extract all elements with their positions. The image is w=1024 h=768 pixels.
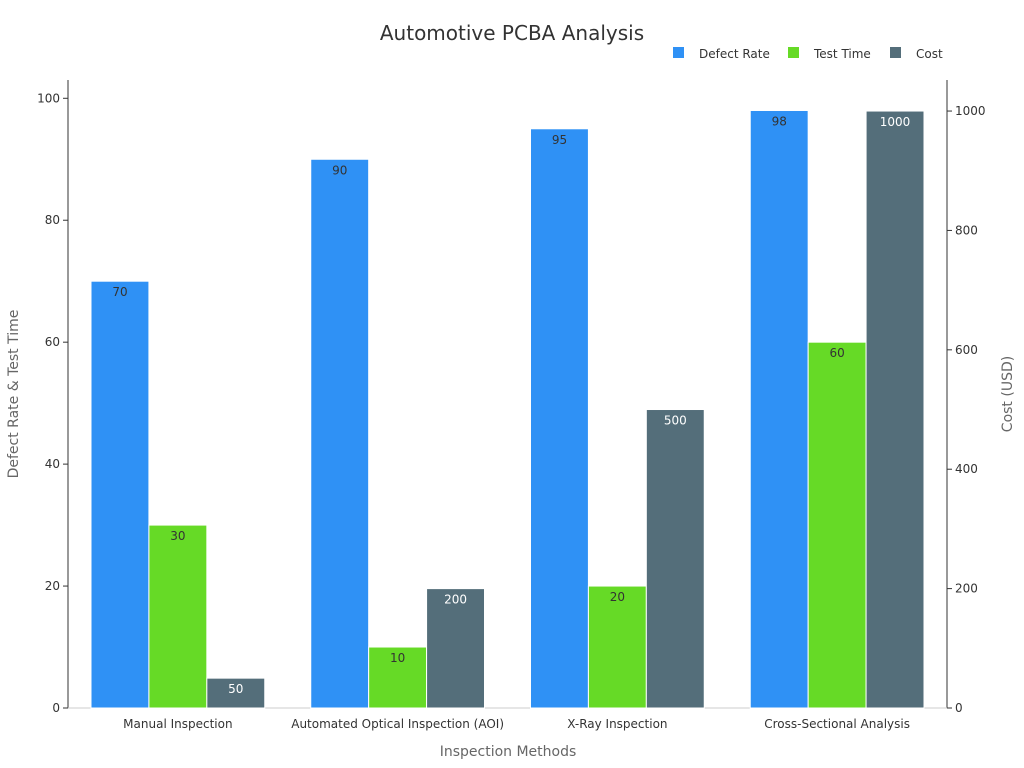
- bar-value-label: 60: [829, 346, 844, 360]
- bar-test-time: [807, 341, 867, 709]
- left-tick-label: 0: [52, 701, 60, 715]
- left-tick-label: 60: [45, 335, 60, 349]
- bar-value-label: 90: [332, 163, 347, 177]
- y2-axis-label: Cost (USD): [1000, 356, 1016, 432]
- legend-swatch: [788, 47, 799, 58]
- bar-value-label: 95: [552, 133, 567, 147]
- right-tick-label: 200: [955, 582, 978, 596]
- right-tick-label: 400: [955, 462, 978, 476]
- bar-value-label: 20: [610, 590, 625, 604]
- bar-cost: [206, 677, 266, 709]
- bar-labels: 70 30 50 90 10 200 95 20 500 98 60 1000: [112, 114, 910, 696]
- legend-swatch: [673, 47, 684, 58]
- legend-label: Test Time: [813, 47, 871, 61]
- bars: [90, 109, 925, 709]
- x-axis-ticks: Manual Inspection Automated Optical Inspe…: [123, 717, 910, 731]
- legend-swatch: [890, 47, 901, 58]
- y-axis-label: Defect Rate & Test Time: [6, 310, 22, 479]
- right-tick-label: 0: [955, 701, 963, 715]
- right-axis-ticks: 0 200 400 600 800 1000: [947, 104, 986, 715]
- bar-value-label: 10: [390, 651, 405, 665]
- bar-value-label: 70: [112, 285, 127, 299]
- legend-label: Defect Rate: [699, 47, 770, 61]
- bar-defect-rate: [530, 128, 589, 709]
- right-tick-label: 800: [955, 223, 978, 237]
- bar-test-time: [587, 585, 647, 709]
- legend-label: Cost: [916, 47, 943, 61]
- x-axis-label: Inspection Methods: [440, 744, 577, 760]
- chart-title: Automotive PCBA Analysis: [380, 21, 644, 45]
- x-tick-label: X-Ray Inspection: [567, 717, 667, 731]
- bar-cost: [645, 409, 705, 709]
- bar-value-label: 30: [170, 529, 185, 543]
- left-tick-label: 20: [45, 579, 60, 593]
- x-tick-label: Manual Inspection: [123, 717, 232, 731]
- left-tick-label: 100: [37, 91, 60, 105]
- bar-value-label: 500: [664, 414, 687, 428]
- bar-value-label: 1000: [880, 115, 911, 129]
- bar-defect-rate: [749, 109, 809, 709]
- right-tick-label: 1000: [955, 104, 986, 118]
- legend: Defect Rate Test Time Cost: [673, 47, 943, 61]
- left-axis-ticks: 0 20 40 60 80 100: [37, 91, 68, 715]
- bar-cost: [426, 588, 486, 709]
- x-tick-label: Automated Optical Inspection (AOI): [291, 717, 504, 731]
- bar-cost: [865, 110, 925, 709]
- left-tick-label: 40: [45, 457, 60, 471]
- bar-value-label: 200: [444, 593, 467, 607]
- bar-defect-rate: [310, 158, 370, 709]
- right-tick-label: 600: [955, 343, 978, 357]
- bar-value-label: 50: [228, 682, 243, 696]
- bar-defect-rate: [90, 280, 150, 709]
- left-tick-label: 80: [45, 213, 60, 227]
- bar-value-label: 98: [772, 114, 787, 128]
- x-tick-label: Cross-Sectional Analysis: [764, 717, 910, 731]
- bar-test-time: [148, 524, 208, 709]
